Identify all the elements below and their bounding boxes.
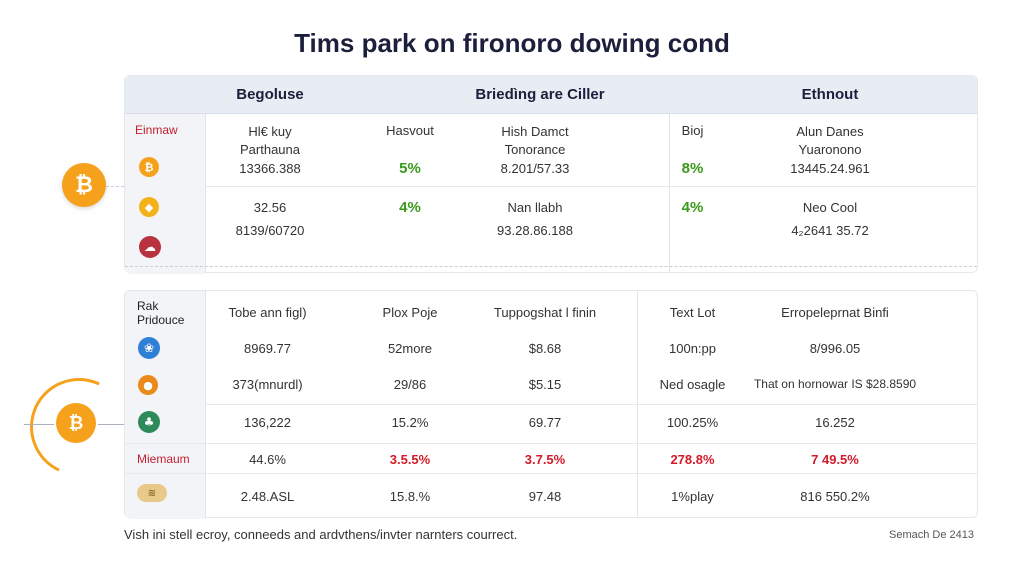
table-cell: 15.2% — [365, 415, 455, 430]
percent-badge: 8% — [655, 160, 730, 177]
negative-value: 3.5.5% — [365, 452, 455, 467]
percent-badge: 4% — [370, 199, 450, 216]
cell: Neo Cool — [765, 200, 895, 215]
footer-source: Semach De 2413 — [889, 529, 974, 541]
connector-line — [98, 424, 124, 425]
column-header: Briedìng are Ciller — [440, 86, 640, 103]
icon-column — [125, 114, 205, 274]
table-cell: 100n:pp — [645, 341, 740, 356]
summary-panel: Begoluse Briedìng are Ciller Ethnout Ein… — [124, 75, 978, 273]
bitcoin-icon: ₿ — [56, 403, 96, 443]
cell: 4₂2641 35.72 — [765, 223, 895, 238]
table-cell: 136,222 — [215, 415, 320, 430]
cell: 8.201/57.33 — [475, 161, 595, 176]
cell: Alun Danes Yuaronono — [765, 123, 895, 159]
connector-line — [106, 186, 124, 187]
coin-icon: ◆ — [139, 197, 159, 217]
row-label: Einmaw — [135, 123, 178, 137]
negative-value: 3.7.5% — [485, 452, 605, 467]
cell: Bioj — [655, 123, 730, 138]
cell: 8139/60720 — [215, 223, 325, 238]
leaf-icon: ❀ — [138, 337, 160, 359]
table-cell: 97.48 — [485, 489, 605, 504]
cell: 93.28.86.188 — [475, 223, 595, 238]
footer-note: Vish ini stell ecroy, conneeds and ardvt… — [124, 527, 517, 542]
cell: Hl€ kuy Parthauna — [215, 123, 325, 159]
column-header: Text Lot — [645, 305, 740, 320]
column-header: Erropeleprnat Binfi — [755, 305, 915, 320]
table-cell: $5.15 — [485, 377, 605, 392]
row-label: Miemaum — [137, 452, 190, 466]
leaf-icon: ♣ — [138, 411, 160, 433]
table-cell: 16.252 — [755, 415, 915, 430]
column-header: Ethnout — [745, 86, 915, 103]
table-cell: 1%play — [645, 489, 740, 504]
cell: Hish Damct Tonorance — [475, 123, 595, 159]
bitcoin-icon: ₿ — [62, 163, 106, 207]
column-header: Tobe ann figl) — [215, 305, 320, 320]
table-cell: 52more — [365, 341, 455, 356]
negative-value: 7 49.5% — [755, 452, 915, 467]
cell: 13366.388 — [215, 161, 325, 176]
table-cell: 44.6% — [215, 452, 320, 467]
detail-panel: Rak Pridouce Tobe ann figl) Plox Poje Tu… — [124, 290, 978, 518]
table-cell: 29/86 — [365, 377, 455, 392]
table-cell: 15.8.% — [365, 489, 455, 504]
table-cell: 816 550.2% — [755, 489, 915, 504]
table-cell: 2.48.ASL — [215, 489, 320, 504]
column-header: Begoluse — [185, 86, 355, 103]
cloud-icon: ☁ — [139, 236, 161, 258]
page-title: Tims park on fironoro dowing cond — [0, 28, 1024, 59]
table-cell: Ned osagle — [645, 377, 740, 392]
coin-icon: ● — [138, 375, 158, 395]
cell: 32.56 — [215, 200, 325, 215]
percent-badge: 5% — [370, 160, 450, 177]
coin-icon: ₿ — [139, 157, 159, 177]
cell: Hasvout — [370, 123, 450, 138]
panel-header: Begoluse Briedìng are Ciller Ethnout — [125, 76, 977, 114]
percent-badge: 4% — [655, 199, 730, 216]
table-cell: 8969.77 — [215, 341, 320, 356]
row-label: Rak Pridouce — [137, 299, 184, 327]
cell: 13445.24.961 — [765, 161, 895, 176]
table-cell: 100.25% — [645, 415, 740, 430]
table-cell: $8.68 — [485, 341, 605, 356]
bread-icon: ≋ — [137, 484, 167, 502]
negative-value: 278.8% — [645, 452, 740, 467]
cell: Nan llabh — [475, 200, 595, 215]
table-cell: 373(mnurdl) — [215, 377, 320, 392]
column-header: Plox Poje — [365, 305, 455, 320]
table-cell: That on hornowar IS $28.8590 — [745, 377, 925, 391]
table-cell: 69.77 — [485, 415, 605, 430]
column-header: Tuppogshat l finin — [485, 305, 605, 320]
table-cell: 8/996.05 — [755, 341, 915, 356]
connector-line — [24, 424, 54, 425]
